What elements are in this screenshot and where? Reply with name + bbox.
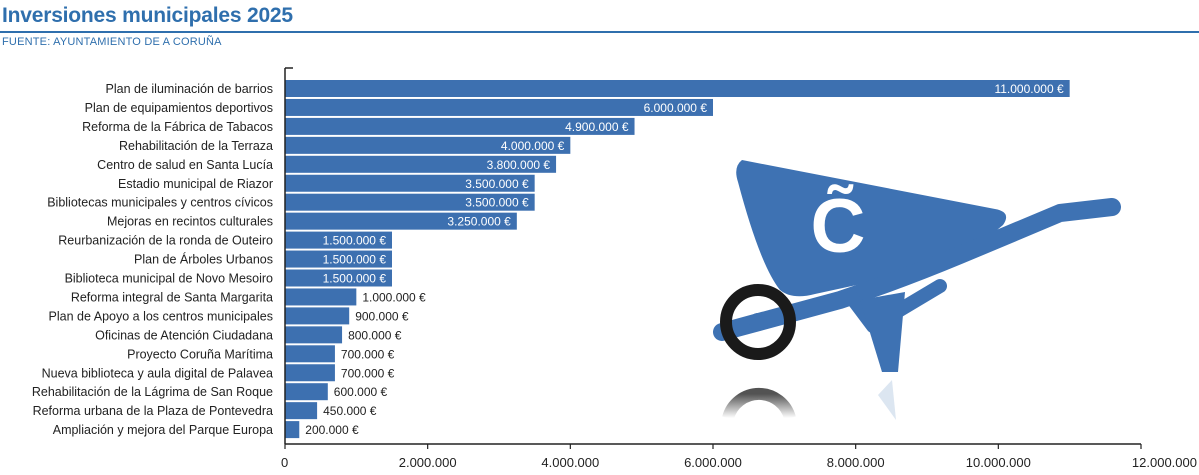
bar (285, 383, 328, 401)
bar (285, 250, 392, 268)
category-label: Rehabilitación de la Terraza (119, 139, 273, 153)
category-label: Estadio municipal de Riazor (118, 177, 273, 191)
value-label: 3.250.000 € (447, 215, 511, 229)
value-label: 4.000.000 € (501, 139, 565, 153)
x-tick-label: 12.000.000 (1132, 455, 1197, 470)
bar (285, 80, 1070, 97)
value-label: 3.800.000 € (487, 158, 551, 172)
value-label: 800.000 € (348, 328, 402, 342)
category-label: Reforma urbana de la Plaza de Pontevedra (33, 404, 273, 418)
category-label: Plan de Árboles Urbanos (134, 252, 273, 267)
category-label: Plan de Apoyo a los centros municipales (49, 309, 273, 323)
x-tick-label: 10.000.000 (966, 455, 1031, 470)
bar (285, 174, 535, 192)
wheelbarrow-icon: C̃ (713, 160, 1121, 420)
category-label: Oficinas de Atención Ciudadana (95, 328, 273, 342)
category-label: Plan de equipamientos deportivos (85, 101, 273, 115)
bar (285, 364, 335, 382)
wheelbarrow-logo: C̃ (811, 184, 866, 269)
value-label: 900.000 € (355, 309, 409, 323)
source-note: FUENTE: AYUNTAMIENTO DE A CORUÑA (2, 36, 222, 48)
bar (285, 212, 517, 230)
title-divider (0, 31, 1199, 33)
category-label: Reforma de la Fábrica de Tabacos (82, 120, 273, 134)
value-label: 700.000 € (341, 366, 395, 380)
category-label: Plan de iluminación de barrios (106, 82, 273, 96)
bar (285, 288, 357, 306)
bar (285, 231, 392, 249)
bar (285, 345, 335, 363)
value-label: 1.500.000 € (323, 234, 387, 248)
category-label: Centro de salud en Santa Lucía (97, 158, 273, 172)
bar (285, 117, 635, 135)
value-label: 200.000 € (305, 423, 359, 437)
bar (285, 307, 350, 325)
value-label: 450.000 € (323, 404, 377, 418)
value-label: 700.000 € (341, 347, 395, 361)
bar (285, 326, 343, 344)
category-label: Proyecto Coruña Marítima (127, 347, 273, 361)
bar (285, 421, 300, 439)
category-label: Reurbanización de la ronda de Outeiro (58, 234, 273, 248)
axis-layer: 0 2.000.000 4.000.000 6.000.000 8.000.000 10.… (281, 67, 1197, 470)
value-label: 1.500.000 € (323, 272, 387, 286)
bars-layer: Plan de iluminación de barrios 11.000.000… (32, 80, 1070, 439)
bar (285, 402, 318, 420)
value-label: 3.500.000 € (465, 196, 529, 210)
bar (285, 269, 392, 287)
category-label: Mejoras en recintos culturales (107, 215, 273, 229)
x-tick-label: 0 (281, 455, 288, 470)
value-label: 6.000.000 € (644, 101, 708, 115)
category-label: Reforma integral de Santa Margarita (71, 290, 273, 304)
bar (285, 193, 535, 211)
x-tick-label: 4.000.000 (541, 455, 599, 470)
x-tick-label: 6.000.000 (684, 455, 742, 470)
x-tick-label: 2.000.000 (399, 455, 457, 470)
bar (285, 136, 571, 154)
category-label: Rehabilitación de la Lágrima de San Roqu… (32, 385, 273, 399)
category-label: Ampliación y mejora del Parque Europa (53, 423, 273, 437)
value-label: 3.500.000 € (465, 177, 529, 191)
bar (285, 155, 557, 173)
category-label: Nueva biblioteca y aula digital de Palav… (42, 366, 273, 380)
value-label: 4.900.000 € (565, 120, 629, 134)
bar (285, 98, 713, 116)
x-tick-label: 8.000.000 (827, 455, 885, 470)
value-label: 600.000 € (334, 385, 388, 399)
category-label: Bibliotecas municipales y centros cívico… (47, 196, 273, 210)
chart-title: Inversiones municipales 2025 (2, 4, 293, 27)
category-label: Biblioteca municipal de Novo Mesoiro (65, 272, 273, 286)
value-label: 11.000.000 € (994, 82, 1064, 96)
value-label: 1.500.000 € (323, 253, 387, 267)
value-label: 1.000.000 € (362, 290, 426, 304)
